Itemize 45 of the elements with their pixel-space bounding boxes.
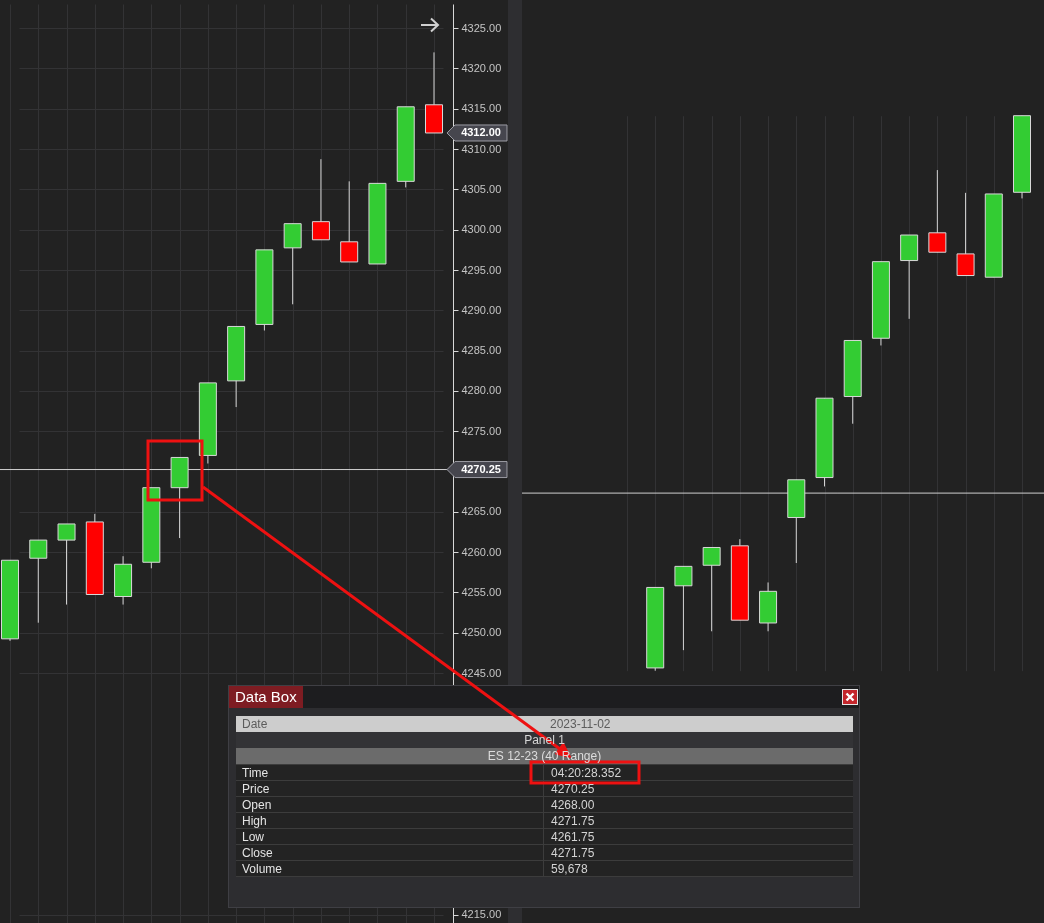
y-tick-label: 4325.00 [461,21,502,34]
y-tick-label: 4315.00 [461,102,502,115]
y-tick-label: 4215.00 [461,908,502,921]
candlestick [57,523,76,606]
annotation: Volume [242,862,283,876]
text: 4271.75 [551,814,595,828]
y-tick-label: 4295.00 [461,263,502,276]
y-tick-label: 4320.00 [461,61,502,74]
y-tick-label: 4245.00 [461,666,502,679]
text: 59,678 [551,862,588,876]
y-tick-label: 4265.00 [461,505,502,518]
text: 04:20:28.352 [551,766,622,780]
y-tick-label: 4260.00 [461,545,502,558]
y-tick-label: 4255.00 [461,585,502,598]
candlestick [956,192,975,277]
annotation: Price [242,782,270,796]
y-tick-label: 4300.00 [461,223,502,236]
candlestick [311,158,330,241]
y-tick-label: 4275.00 [461,424,502,437]
y-tick-label: 4290.00 [461,303,502,316]
ref-line-label: 4270.25 [461,462,501,475]
text: 4268.00 [551,798,595,812]
text: Data Box [229,686,303,708]
annotation: Time [242,766,269,780]
text: ES 12-23 (40 Range) [487,749,602,763]
text: 4271.75 [551,846,595,860]
annotation: Low [242,830,265,844]
text: 4270.25 [551,782,595,796]
y-tick-label: 4310.00 [461,142,502,155]
y-tick-label: 4250.00 [461,626,502,639]
text: 4261.75 [551,830,595,844]
annotation: Close [242,846,273,860]
y-tick-label: 4305.00 [461,182,502,195]
candlestick [674,565,693,651]
candlestick [702,546,721,632]
text: 4312.00 [461,125,501,138]
candlestick [29,539,48,624]
candlestick [340,180,359,263]
y-tick-label: 4285.00 [461,344,502,357]
candlestick [928,169,947,253]
y-tick-label: 4280.00 [461,384,502,397]
text: 2023-11-02 [550,717,611,731]
annotation: High [242,814,267,828]
annotation: Open [242,798,272,812]
annotation: Date [242,717,268,731]
